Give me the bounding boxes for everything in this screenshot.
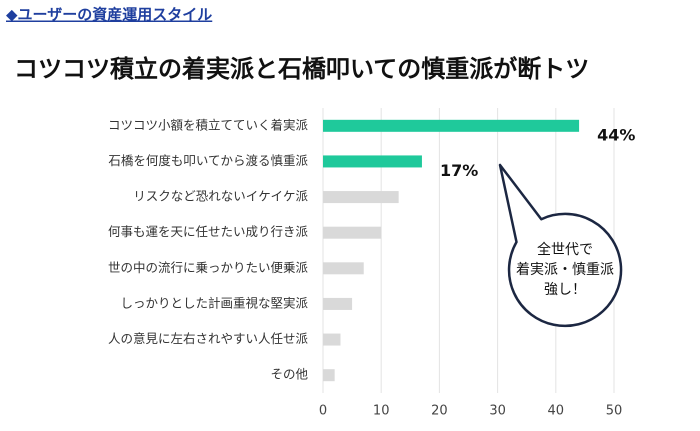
category-label: 世の中の流行に乗っかりたい便乗派	[108, 260, 309, 275]
category-label: 石橋を何度も叩いてから渡る慎重派	[108, 153, 308, 168]
header: ◆ユーザーの資産運用スタイル	[6, 6, 212, 24]
bar	[323, 262, 364, 275]
bar	[323, 297, 353, 310]
bar	[323, 191, 399, 204]
x-tick-label: 0	[319, 404, 327, 419]
bar	[323, 333, 341, 346]
category-label: 人の意見に左右されやすい人任せ派	[108, 331, 309, 346]
bar	[323, 226, 382, 239]
x-tick-label: 50	[606, 404, 623, 419]
bar	[323, 155, 422, 168]
chart-title: コツコツ積立の着実派と石橋叩いての慎重派が断トツ	[14, 55, 589, 83]
category-label: 何事も運を天に任せたい成り行き派	[108, 224, 309, 239]
x-tick-label: 10	[373, 404, 390, 419]
bar	[323, 119, 580, 132]
callout-text: 着実派・慎重派	[516, 262, 614, 278]
category-label: その他	[270, 367, 308, 382]
callout-text: 全世代で	[537, 241, 593, 258]
data-label: 44%	[597, 125, 635, 144]
x-tick-label: 40	[548, 404, 565, 419]
x-tick-label: 30	[489, 404, 506, 419]
callout-bubble	[498, 163, 623, 328]
data-label: 17%	[440, 161, 478, 180]
category-label: コツコツ小額を積立てていく着実派	[108, 117, 309, 132]
bar	[323, 369, 335, 382]
x-tick-label: 20	[431, 404, 448, 419]
callout-text: 強し！	[544, 282, 586, 298]
category-label: しっかりとした計画重視な堅実派	[120, 295, 308, 310]
category-label: リスクなど恐れないイケイケ派	[133, 189, 308, 204]
